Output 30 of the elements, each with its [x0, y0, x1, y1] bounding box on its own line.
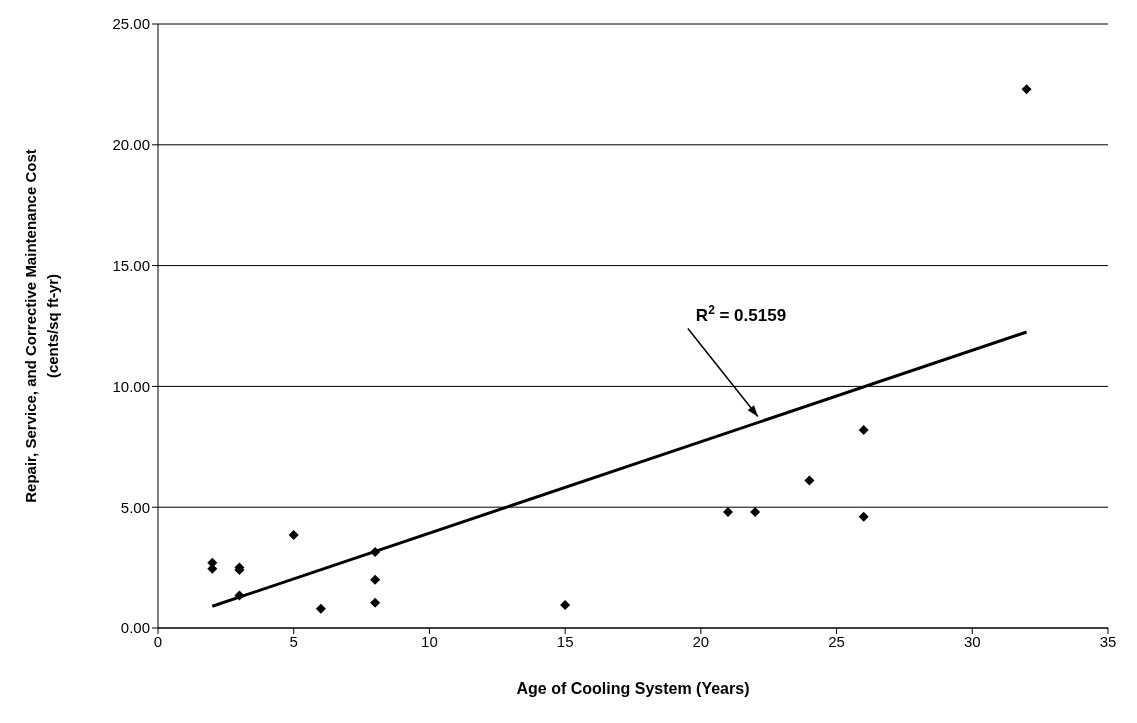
y-tick-label: 25.00 [112, 15, 150, 33]
x-tick-label: 35 [1099, 632, 1117, 650]
y-tick-label: 15.00 [112, 256, 150, 274]
point [804, 475, 815, 486]
y-tick-label: 5.00 [120, 498, 150, 516]
y-tick-label: 0.00 [120, 619, 150, 637]
x-tick-label: 0 [153, 632, 163, 650]
point [370, 574, 381, 585]
point [288, 529, 299, 540]
point [560, 600, 571, 611]
point [723, 507, 733, 518]
point [370, 597, 381, 608]
x-tick-label: 10 [421, 632, 438, 650]
point [315, 603, 326, 614]
point [858, 511, 869, 522]
point [858, 424, 869, 435]
annotation: R$^{2}$ = 0.5159 [695, 302, 787, 325]
x-axis-title: Age of Cooling System (Years) [516, 680, 750, 697]
x-tick-label: 20 [692, 632, 710, 650]
y-axis-title: Repair, Service, and Corrective Maintenance Cost (cents/sq ft-yr) [22, 149, 61, 503]
point [750, 507, 761, 518]
x-tick-label: 25 [828, 632, 845, 650]
y-tick-label: 20.00 [112, 136, 150, 154]
point [234, 590, 245, 601]
point [370, 546, 381, 557]
point [1021, 84, 1032, 95]
y-tick-label: 10.00 [112, 377, 150, 395]
x-tick-label: 15 [556, 632, 574, 650]
x-tick-label: 30 [963, 632, 981, 650]
x-tick-label: 5 [289, 632, 298, 650]
